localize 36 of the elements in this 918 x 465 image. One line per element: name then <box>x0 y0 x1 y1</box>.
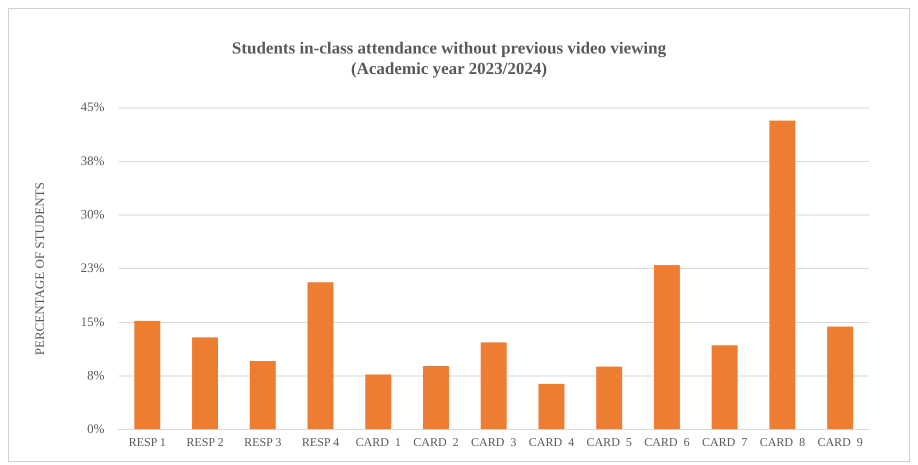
x-tick-label: CARD 6 <box>644 434 690 449</box>
x-tick-label: CARD 3 <box>471 434 516 449</box>
x-tick-label: CARD 5 <box>586 434 632 449</box>
bar <box>134 320 160 430</box>
bar <box>422 366 449 430</box>
y-tick-label: 23% <box>80 260 105 276</box>
bar <box>827 326 854 430</box>
bar <box>769 120 796 430</box>
y-tick-label: 30% <box>80 206 105 222</box>
bar <box>712 345 738 430</box>
bar <box>250 360 276 430</box>
bar <box>480 342 507 430</box>
bar <box>192 337 218 430</box>
text: Students in-class attendance without previous video viewing <box>232 38 666 58</box>
x-tick-label: CARD 4 <box>528 434 574 449</box>
x-tick-label: CARD 2 <box>413 434 459 449</box>
x-tick-label: CARD 9 <box>817 434 863 449</box>
y-tick-label: 0% <box>87 421 105 436</box>
bar <box>308 282 334 430</box>
x-tick-label: RESP 3 <box>244 434 282 449</box>
bar <box>538 384 564 430</box>
x-tick-label: RESP 4 <box>302 434 340 449</box>
y-tick-label: 8% <box>87 367 105 382</box>
y-tick-label: 38% <box>80 152 105 168</box>
y-tick-label: 45% <box>80 99 105 114</box>
y-tick-label: 15% <box>80 314 105 329</box>
x-tick-label: CARD 7 <box>702 434 748 449</box>
x-tick-label: CARD 1 <box>356 434 401 449</box>
bar <box>596 366 622 430</box>
text: (Academic year 2023/2024) <box>350 58 548 78</box>
x-tick-label: CARD 8 <box>760 434 806 449</box>
bar <box>654 265 680 430</box>
bar <box>365 374 392 430</box>
x-tick-label: RESP 1 <box>128 434 166 449</box>
x-tick-label: RESP 2 <box>186 434 224 449</box>
y-axis-title: PERCENTAGE OF STUDENTS <box>32 182 48 356</box>
